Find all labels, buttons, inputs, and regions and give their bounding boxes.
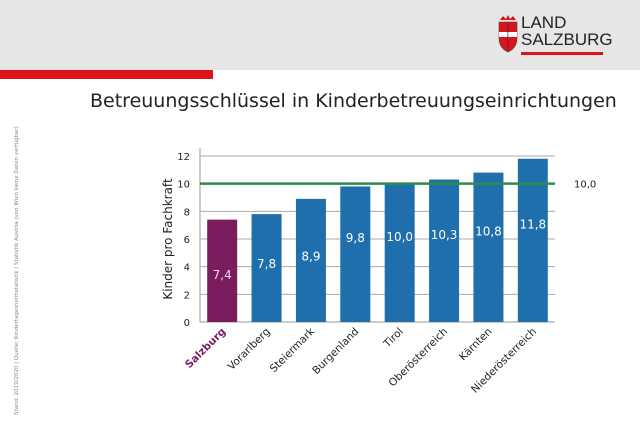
accent-bar xyxy=(0,70,213,79)
x-tick-label: Tirol xyxy=(381,326,406,351)
y-tick-label: 8 xyxy=(184,207,190,218)
x-tick-label: Vorarlberg xyxy=(226,326,273,373)
logo: LAND SALZBURG xyxy=(497,14,613,58)
y-tick-label: 4 xyxy=(184,263,190,274)
data-label: 11,8 xyxy=(519,217,546,231)
reference-line-label: 10,0 xyxy=(574,180,596,191)
data-label: 10,0 xyxy=(386,230,413,244)
y-tick-label: 12 xyxy=(177,152,190,163)
bar xyxy=(340,186,371,322)
data-label: 8,9 xyxy=(301,249,320,263)
y-tick-label: 0 xyxy=(184,318,190,329)
data-label: 7,8 xyxy=(257,257,276,271)
data-label: 10,8 xyxy=(475,224,502,238)
y-tick-label: 6 xyxy=(184,235,190,246)
coat-of-arms-icon xyxy=(498,15,518,53)
y-axis-label: Kinder pro Fachkraft xyxy=(161,178,175,300)
header xyxy=(0,0,640,70)
x-tick-label: Burgenland xyxy=(310,326,361,377)
bar xyxy=(517,158,548,322)
x-tick-label: Kärnten xyxy=(457,326,495,364)
bar xyxy=(207,219,238,322)
logo-underline xyxy=(521,52,603,55)
y-tick-label: 10 xyxy=(177,180,190,191)
data-label: 9,8 xyxy=(346,231,365,245)
bar xyxy=(473,172,504,322)
data-label: 7,4 xyxy=(213,268,232,282)
bar xyxy=(384,183,415,322)
x-tick-label: Salzburg xyxy=(183,326,228,371)
logo-text: LAND SALZBURG xyxy=(521,13,613,49)
data-label: 10,3 xyxy=(431,228,458,242)
page-title: Betreuungsschlüssel in Kinderbetreuungse… xyxy=(90,90,617,112)
bar xyxy=(251,214,282,322)
bar xyxy=(429,179,460,322)
y-tick-label: 2 xyxy=(184,290,190,301)
bar xyxy=(295,198,326,322)
